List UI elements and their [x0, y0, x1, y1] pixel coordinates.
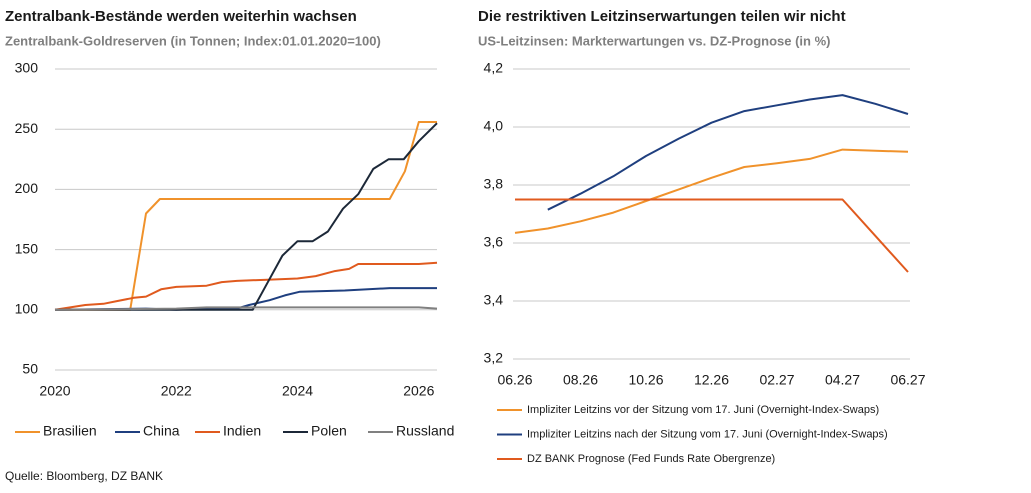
data-line [515, 198, 909, 273]
data-line [54, 261, 438, 311]
chart-subtitle: US-Leitzinsen: Markterwartungen vs. DZ-P… [478, 33, 831, 48]
legend-label: Brasilien [43, 423, 97, 439]
data-line [514, 148, 909, 234]
y-tick-label: 300 [15, 60, 39, 76]
x-tick-label: 12.26 [694, 372, 729, 388]
legend-label: Russland [396, 423, 454, 439]
data-line [54, 306, 438, 311]
x-tick-label: 2024 [282, 383, 313, 399]
y-tick-label: 200 [15, 180, 39, 196]
x-tick-label: 2026 [403, 383, 434, 399]
y-tick-label: 4,2 [484, 60, 504, 76]
y-tick-label: 100 [15, 301, 39, 317]
x-tick-label: 06.26 [497, 372, 532, 388]
x-tick-label: 04.27 [825, 372, 860, 388]
chart-title: Zentralbank-Bestände werden weiterhin wa… [5, 8, 357, 25]
legend-label: China [143, 423, 180, 439]
chart-subtitle: Zentralbank-Goldreserven (in Tonnen; Ind… [5, 33, 381, 48]
data-line [55, 122, 438, 311]
chart-title: Die restriktiven Leitzinserwartungen tei… [478, 8, 846, 25]
data-line [55, 121, 437, 311]
legend-label: Impliziter Leitzins vor der Sitzung vom … [527, 404, 879, 416]
y-tick-label: 3,6 [484, 234, 504, 250]
legend-label: Indien [223, 423, 261, 439]
y-tick-label: 50 [22, 361, 38, 377]
x-tick-label: 02.27 [759, 372, 794, 388]
x-tick-label: 2020 [39, 383, 70, 399]
y-tick-label: 250 [15, 120, 39, 136]
data-line [547, 94, 909, 211]
x-tick-label: 10.26 [628, 372, 663, 388]
legend-label: Impliziter Leitzins nach der Sitzung vom… [527, 428, 888, 440]
legend-label: DZ BANK Prognose (Fed Funds Rate Obergre… [527, 453, 775, 465]
y-tick-label: 3,2 [484, 350, 504, 366]
x-tick-label: 06.27 [890, 372, 925, 388]
y-tick-label: 4,0 [484, 118, 504, 134]
y-tick-label: 3,8 [484, 176, 504, 192]
y-tick-label: 3,4 [484, 292, 504, 308]
source: Quelle: Bloomberg, DZ BANK [5, 469, 163, 483]
x-tick-label: 08.26 [563, 372, 598, 388]
y-tick-label: 150 [15, 240, 39, 256]
legend-label: Polen [311, 423, 347, 439]
x-tick-label: 2022 [161, 383, 192, 399]
